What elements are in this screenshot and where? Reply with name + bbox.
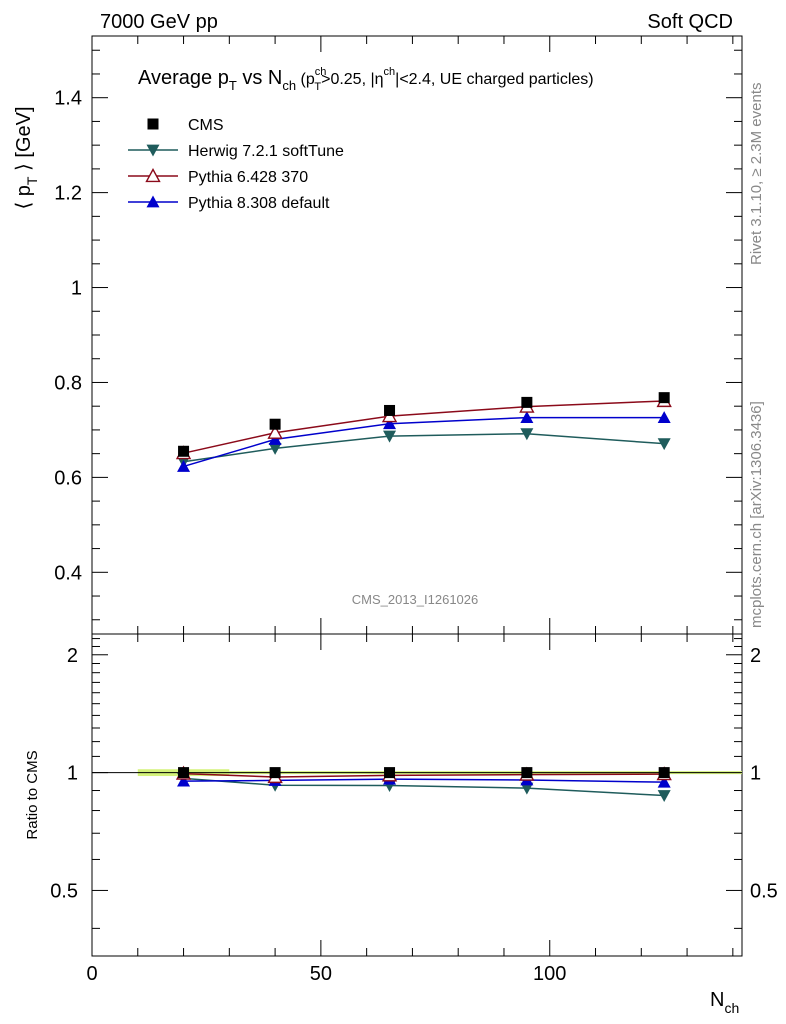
legend-label-3: Pythia 8.308 default: [188, 195, 330, 212]
data-point-3: [177, 459, 191, 472]
y-tick-label: 0.8: [54, 372, 82, 394]
data-point-0: [269, 418, 281, 430]
ratio-point-0: [658, 767, 670, 779]
y-tick-label: 1.2: [54, 183, 82, 205]
data-point-1: [520, 428, 534, 441]
main-series: [175, 392, 672, 472]
y-axis-label: ⟨ pT ⟩ [GeV]: [13, 106, 40, 209]
ratio-tick-label-left: 0.5: [50, 880, 78, 902]
x-tick-label: 100: [533, 963, 566, 985]
data-point-2: [267, 424, 283, 439]
ratio-line-3: [183, 778, 665, 783]
ratio-point-3: [177, 774, 191, 787]
mcplots-info: mcplots.cern.ch [arXiv:1306.3436]: [748, 401, 765, 628]
ratio-tick-label-right: 2: [750, 645, 761, 667]
x-tick-label: 50: [310, 963, 332, 985]
data-point-0: [178, 445, 190, 457]
rivet-info: Rivet 3.1.10, ≥ 2.3M events: [748, 83, 765, 266]
legend-marker-2: [145, 168, 161, 183]
series-line-3: [183, 416, 665, 468]
series-line-1: [183, 432, 665, 463]
header-right: Soft QCD: [647, 11, 733, 33]
data-point-1: [657, 438, 671, 451]
data-point-0: [521, 396, 533, 408]
legend-label-2: Pythia 6.428 370: [188, 169, 308, 186]
ratio-series: [175, 765, 672, 803]
legend-label-0: CMS: [188, 117, 224, 134]
legend-marker-0: [147, 118, 159, 130]
y-tick-label: 0.4: [54, 562, 82, 584]
ratio-tick-label-left: 2: [67, 645, 78, 667]
data-point-1: [268, 443, 282, 455]
data-point-0: [384, 404, 396, 416]
legend-marker-1: [146, 144, 160, 157]
ratio-tick-label-right: 1: [750, 763, 761, 785]
ratio-point-0: [178, 767, 190, 779]
ratio-tick-label-right: 0.5: [750, 880, 778, 902]
ratio-panel-frame: [91, 633, 743, 957]
axis-ticks: 0 50 100 0.4 0.6 0.8 1 1.2 1.4 0.5 0.5 1 1 2 2: [50, 36, 778, 985]
ratio-point-3: [657, 775, 671, 788]
ratio-point-1: [520, 782, 534, 795]
y-tick-label: 1.4: [54, 88, 82, 110]
ratio-point-0: [521, 767, 533, 779]
y-tick-label: 0.6: [54, 467, 82, 489]
legend-label-1: Herwig 7.2.1 softTune: [188, 143, 344, 160]
x-tick-label: 0: [86, 963, 97, 985]
y-tick-label: 1: [71, 278, 82, 300]
x-axis-label: Nch: [710, 989, 739, 1016]
ratio-y-axis-label: Ratio to CMS: [24, 750, 41, 839]
ratio-tick-label-left: 1: [67, 763, 78, 785]
ratio-point-1: [657, 790, 671, 803]
data-point-3: [383, 417, 397, 430]
ratio-point-0: [384, 767, 396, 779]
header-left: 7000 GeV pp: [100, 11, 218, 33]
data-point-0: [658, 392, 670, 404]
ratio-line-2: [183, 772, 665, 778]
analysis-id: CMS_2013_I1261026: [352, 592, 479, 607]
data-point-3: [657, 411, 671, 423]
data-point-1: [383, 430, 397, 443]
legend: CMS Herwig 7.2.1 softTune Pythia 6.428 370…: [128, 117, 344, 212]
chart-title: Average pT vs Nch (pch T>0.25, |ηch|<2.4,…: [138, 66, 594, 93]
legend-marker-3: [146, 195, 160, 208]
data-point-3: [520, 411, 534, 423]
ratio-point-0: [269, 767, 281, 779]
